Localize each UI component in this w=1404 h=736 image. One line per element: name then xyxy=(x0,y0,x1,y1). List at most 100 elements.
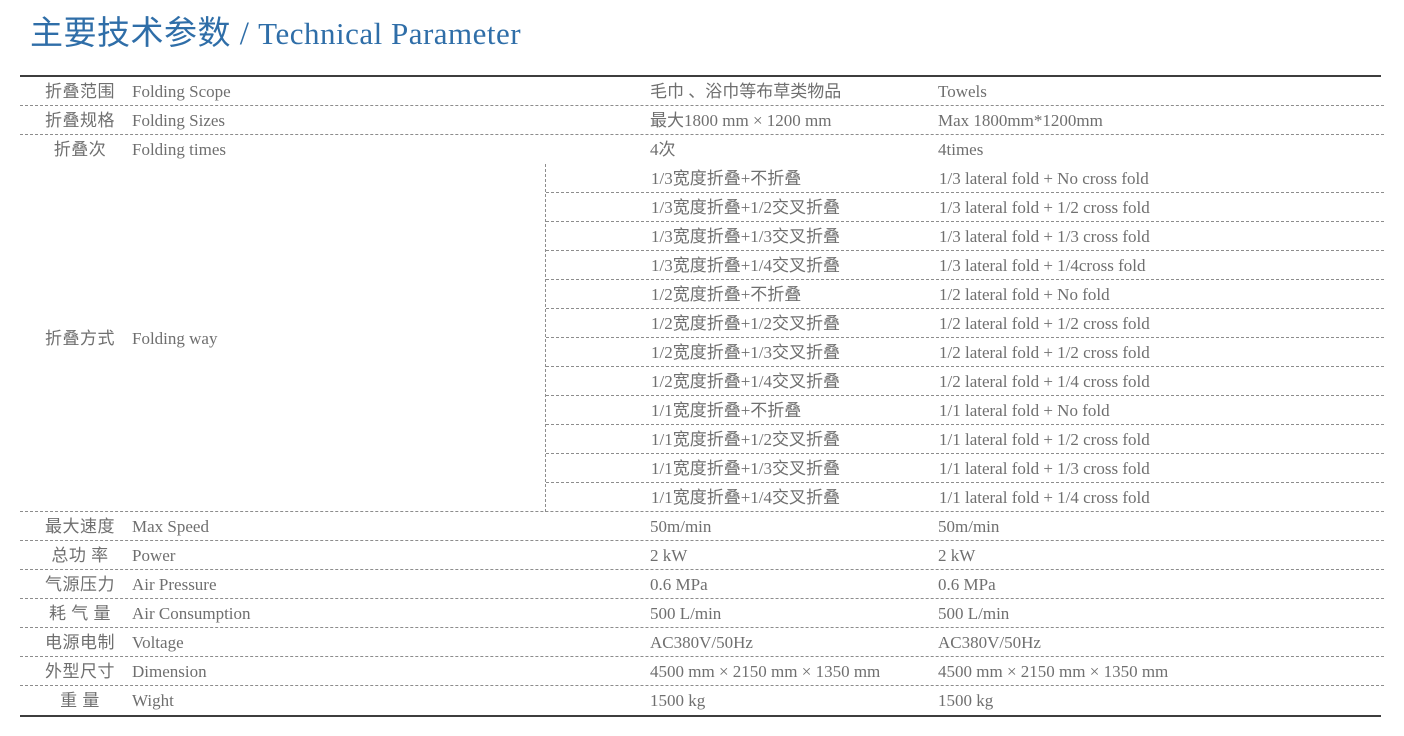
row-label-en: Folding Scope xyxy=(132,81,231,101)
table-top-rule xyxy=(20,75,1381,77)
folding-way-options: 1/3宽度折叠+不折叠 1/3 lateral fold + No cross f… xyxy=(545,164,1384,512)
row-value-cn: 50m/min xyxy=(650,516,712,536)
row-label-en: Folding Sizes xyxy=(132,110,226,130)
row-value-cn: 500 L/min xyxy=(650,603,722,623)
folding-option-row: 1/1宽度折叠+不折叠 1/1 lateral fold + No fold xyxy=(546,396,1384,425)
page-title-separator: / xyxy=(231,16,259,52)
row-value-cn: 2 kW xyxy=(650,545,688,565)
row-value-cn: 1500 kg xyxy=(650,691,706,710)
row-value-cn: 毛巾 、浴巾等布草类物品 xyxy=(650,81,842,101)
folding-way-block: 折叠方式 Folding way 1/3宽度折叠+不折叠 1/3 lateral … xyxy=(20,164,1384,512)
table-rows-top: 折叠范围 Folding Scope 毛巾 、浴巾等布草类物品 Towels 折叠规格 F… xyxy=(20,77,1384,164)
row-label-cn: 总功 率 xyxy=(51,545,109,565)
row-value-en: 1500 kg xyxy=(938,691,994,710)
row-label-cn: 折叠次 xyxy=(53,140,107,159)
row-label-en: Power xyxy=(132,545,176,565)
option-value-en: 1/3 lateral fold + 1/4cross fold xyxy=(939,255,1146,275)
folding-option-row: 1/3宽度折叠+1/2交叉折叠 1/3 lateral fold + 1/2 cr… xyxy=(546,193,1384,222)
option-value-cn: 1/2宽度折叠+1/2交叉折叠 xyxy=(651,313,841,333)
row-value-cn: 最大1800 mm × 1200 mm xyxy=(650,110,832,130)
page-title-cn: 主要技术参数 xyxy=(30,16,231,52)
table-row: 耗 气 量 Air Consumption 500 L/min 500 L/min xyxy=(20,599,1384,628)
option-value-cn: 1/1宽度折叠+1/3交叉折叠 xyxy=(651,458,841,478)
option-value-cn: 1/3宽度折叠+1/2交叉折叠 xyxy=(651,197,841,217)
option-value-en: 1/3 lateral fold + 1/3 cross fold xyxy=(939,226,1150,246)
option-value-en: 1/1 lateral fold + 1/3 cross fold xyxy=(939,458,1150,478)
option-value-en: 1/3 lateral fold + No cross fold xyxy=(939,168,1149,188)
table-row: 折叠规格 Folding Sizes 最大1800 mm × 1200 mm Max … xyxy=(20,106,1384,135)
row-value-en: 500 L/min xyxy=(938,603,1010,623)
option-value-cn: 1/3宽度折叠+1/3交叉折叠 xyxy=(651,226,841,246)
row-label-cn: 气源压力 xyxy=(45,574,115,594)
row-value-en: 50m/min xyxy=(938,516,1000,536)
folding-option-row: 1/3宽度折叠+1/4交叉折叠 1/3 lateral fold + 1/4cro… xyxy=(546,251,1384,280)
option-value-cn: 1/2宽度折叠+1/3交叉折叠 xyxy=(651,342,841,362)
option-value-cn: 1/3宽度折叠+1/4交叉折叠 xyxy=(651,255,841,275)
folding-option-row: 1/1宽度折叠+1/2交叉折叠 1/1 lateral fold + 1/2 cr… xyxy=(546,425,1384,454)
folding-option-row: 1/3宽度折叠+不折叠 1/3 lateral fold + No cross f… xyxy=(546,164,1384,193)
table-row: 折叠次 Folding times 4次 4times xyxy=(20,135,1384,164)
row-label-cn: 耗 气 量 xyxy=(49,603,111,623)
folding-option-row: 1/2宽度折叠+1/2交叉折叠 1/2 lateral fold + 1/2 cr… xyxy=(546,309,1384,338)
row-value-en: 4times xyxy=(938,140,984,159)
folding-option-row: 1/1宽度折叠+1/3交叉折叠 1/1 lateral fold + 1/3 cr… xyxy=(546,454,1384,483)
table-row: 外型尺寸 Dimension 4500 mm × 2150 mm × 1350 mm… xyxy=(20,657,1384,686)
row-label-cn: 折叠范围 xyxy=(45,81,115,101)
folding-option-row: 1/2宽度折叠+1/3交叉折叠 1/2 lateral fold + 1/2 cr… xyxy=(546,338,1384,367)
folding-option-row: 1/2宽度折叠+不折叠 1/2 lateral fold + No fold xyxy=(546,280,1384,309)
option-value-cn: 1/1宽度折叠+不折叠 xyxy=(651,400,802,420)
row-label-cn: 重 量 xyxy=(60,691,100,710)
table-bottom-rule xyxy=(20,715,1381,717)
folding-option-row: 1/1宽度折叠+1/4交叉折叠 1/1 lateral fold + 1/4 cr… xyxy=(546,483,1384,512)
option-value-cn: 1/1宽度折叠+1/4交叉折叠 xyxy=(651,488,841,507)
row-value-en: Max 1800mm*1200mm xyxy=(938,110,1103,130)
row-value-en: AC380V/50Hz xyxy=(938,632,1041,652)
option-value-en: 1/2 lateral fold + 1/2 cross fold xyxy=(939,342,1150,362)
option-value-cn: 1/3宽度折叠+不折叠 xyxy=(651,168,802,188)
option-value-en: 1/2 lateral fold + 1/2 cross fold xyxy=(939,313,1150,333)
row-label-cn: 折叠规格 xyxy=(45,110,115,130)
row-value-cn: 4次 xyxy=(650,140,676,159)
option-value-en: 1/1 lateral fold + 1/2 cross fold xyxy=(939,429,1150,449)
option-value-cn: 1/1宽度折叠+1/2交叉折叠 xyxy=(651,429,841,449)
folding-way-label: 折叠方式 Folding way xyxy=(20,164,545,512)
row-label-en: Folding way xyxy=(132,328,218,348)
page-title-en: Technical Parameter xyxy=(258,16,522,51)
row-label-en: Folding times xyxy=(132,140,226,159)
option-value-en: 1/2 lateral fold + 1/4 cross fold xyxy=(939,371,1150,391)
row-value-cn: 0.6 MPa xyxy=(650,574,708,594)
table-row: 折叠范围 Folding Scope 毛巾 、浴巾等布草类物品 Towels xyxy=(20,77,1384,106)
table-row: 重 量 Wight 1500 kg 1500 kg xyxy=(20,686,1384,715)
row-value-en: Towels xyxy=(938,81,987,101)
row-label-en: Voltage xyxy=(132,632,184,652)
table-row: 电源电制 Voltage AC380V/50Hz AC380V/50Hz xyxy=(20,628,1384,657)
row-value-en: 0.6 MPa xyxy=(938,574,996,594)
row-value-en: 4500 mm × 2150 mm × 1350 mm xyxy=(938,661,1169,681)
option-value-en: 1/2 lateral fold + No fold xyxy=(939,284,1110,304)
row-value-cn: AC380V/50Hz xyxy=(650,632,753,652)
row-label-cn: 外型尺寸 xyxy=(45,661,115,681)
row-label-en: Air Pressure xyxy=(132,574,217,594)
option-value-en: 1/3 lateral fold + 1/2 cross fold xyxy=(939,197,1150,217)
table-row: 最大速度 Max Speed 50m/min 50m/min xyxy=(20,512,1384,541)
page-title: 主要技术参数 / Technical Parameter xyxy=(30,12,521,56)
row-label-en: Air Consumption xyxy=(132,603,251,623)
row-label-en: Dimension xyxy=(132,661,207,681)
table-rows-bottom: 最大速度 Max Speed 50m/min 50m/min 总功 率 Power 2 kW… xyxy=(20,512,1384,715)
folding-option-row: 1/2宽度折叠+1/4交叉折叠 1/2 lateral fold + 1/4 cr… xyxy=(546,367,1384,396)
row-label-cn: 电源电制 xyxy=(45,632,115,652)
option-value-en: 1/1 lateral fold + No fold xyxy=(939,400,1110,420)
folding-option-row: 1/3宽度折叠+1/3交叉折叠 1/3 lateral fold + 1/3 cr… xyxy=(546,222,1384,251)
row-value-en: 2 kW xyxy=(938,545,976,565)
option-value-en: 1/1 lateral fold + 1/4 cross fold xyxy=(939,488,1150,507)
option-value-cn: 1/2宽度折叠+不折叠 xyxy=(651,284,802,304)
row-label-en: Max Speed xyxy=(132,516,209,536)
technical-parameter-table: 折叠范围 Folding Scope 毛巾 、浴巾等布草类物品 Towels 折叠规格 F… xyxy=(20,75,1384,717)
row-value-cn: 4500 mm × 2150 mm × 1350 mm xyxy=(650,661,881,681)
row-label-cn: 折叠方式 xyxy=(45,328,115,348)
row-label-cn: 最大速度 xyxy=(45,516,115,536)
table-row: 气源压力 Air Pressure 0.6 MPa 0.6 MPa xyxy=(20,570,1384,599)
table-row: 总功 率 Power 2 kW 2 kW xyxy=(20,541,1384,570)
row-label-en: Wight xyxy=(132,691,174,710)
option-value-cn: 1/2宽度折叠+1/4交叉折叠 xyxy=(651,371,841,391)
